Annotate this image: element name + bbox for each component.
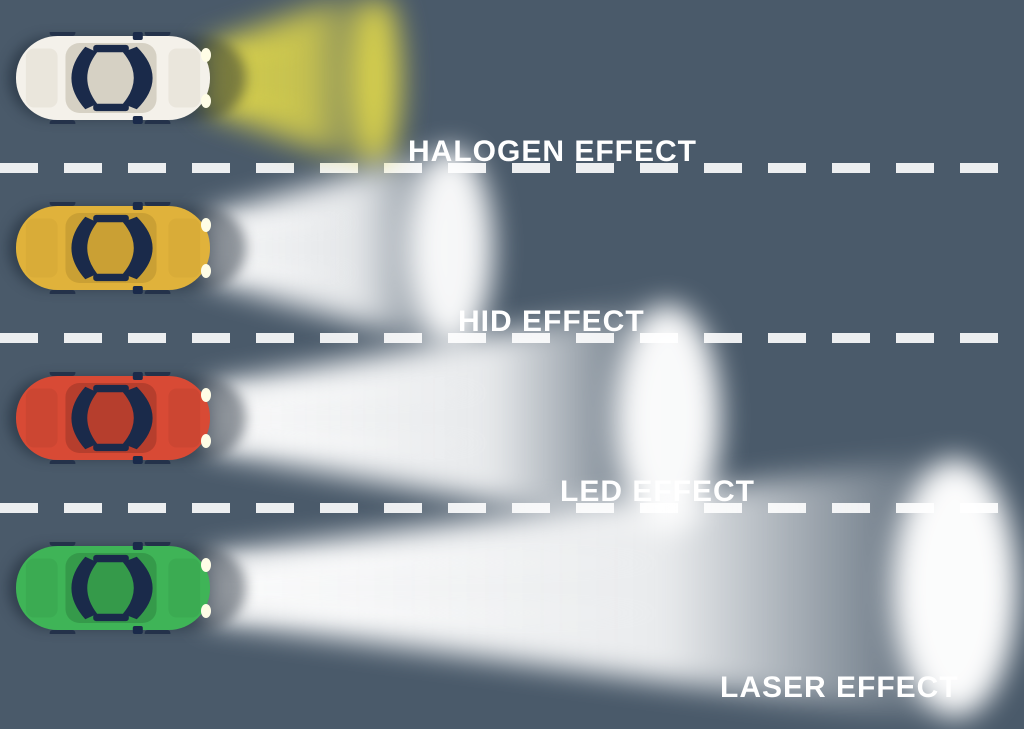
laser-beam-trail xyxy=(204,556,666,570)
headlight-comparison-infographic: HALOGEN EFFECT HID EFFECT LED EFFECT LASER … xyxy=(0,0,1024,729)
laser-car xyxy=(14,542,212,634)
halogen-car xyxy=(14,32,212,124)
hid-car xyxy=(14,202,212,294)
led-car xyxy=(14,372,212,464)
led-beam-trail xyxy=(204,436,492,450)
laser-label: LASER EFFECT xyxy=(720,671,959,705)
hid-label: HID EFFECT xyxy=(458,305,645,339)
lane-divider xyxy=(0,503,1024,513)
halogen-label: HALOGEN EFFECT xyxy=(408,135,697,169)
laser-beam-trail xyxy=(204,606,666,620)
led-label: LED EFFECT xyxy=(560,475,755,509)
led-beam-trail xyxy=(204,386,492,400)
